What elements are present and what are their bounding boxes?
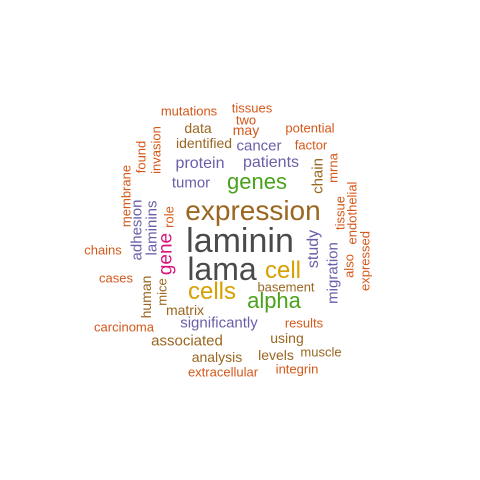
word-lama: lama xyxy=(187,251,257,287)
word-cancer: cancer xyxy=(236,137,282,155)
word-mrna: mrna xyxy=(325,153,341,183)
word-significantly: significantly xyxy=(180,314,258,332)
word-identified: data xyxy=(184,120,212,136)
word-cell: cell xyxy=(264,257,302,284)
word-chains: chains xyxy=(84,242,122,258)
word-genes: genes xyxy=(227,169,287,194)
word-invasion: invasion xyxy=(148,126,164,174)
word-may: may xyxy=(232,122,260,138)
word-tumor: tumor xyxy=(171,174,211,192)
word-basement: using xyxy=(270,330,304,346)
word-found: found xyxy=(133,140,149,174)
word-also: also xyxy=(341,254,357,278)
word-human: human xyxy=(138,275,154,319)
word-cases: cases xyxy=(99,270,133,286)
word-two: two xyxy=(235,112,257,128)
word-alpha: alpha xyxy=(247,288,301,313)
word-using: identified xyxy=(175,135,233,151)
word-matrix: basement xyxy=(257,279,315,295)
word-role: role xyxy=(161,206,177,228)
word-patients: patients xyxy=(242,154,300,171)
word-expressed: expressed xyxy=(357,231,373,291)
word-laminins: laminins xyxy=(143,200,161,256)
word-extracellular: extracellular xyxy=(187,364,259,380)
word-mutations: mutations xyxy=(160,103,218,119)
word-carcinoma: carcinoma xyxy=(94,319,154,335)
word-mice: matrix xyxy=(165,302,205,318)
word-factor: factor xyxy=(294,137,328,153)
word-data: mice xyxy=(154,278,170,306)
word-levels: levels xyxy=(258,347,294,363)
word-laminin: laminin xyxy=(186,222,294,260)
word-membrane: membrane xyxy=(118,164,134,228)
word-potential: potential xyxy=(285,120,335,136)
word-migration: migration xyxy=(324,242,342,304)
word-protein: protein xyxy=(175,155,225,172)
word-chain: chain xyxy=(309,158,327,194)
word-associated: associated xyxy=(151,332,223,350)
word-expression: expression xyxy=(185,195,321,226)
word-analysis: analysis xyxy=(191,349,243,365)
word-muscle: muscle xyxy=(300,344,342,360)
word-cells: cells xyxy=(187,278,237,305)
word-tissues: tissues xyxy=(231,100,273,116)
word-study: study xyxy=(305,229,322,269)
word-results: results xyxy=(284,315,324,331)
word-integrin: integrin xyxy=(275,361,319,377)
